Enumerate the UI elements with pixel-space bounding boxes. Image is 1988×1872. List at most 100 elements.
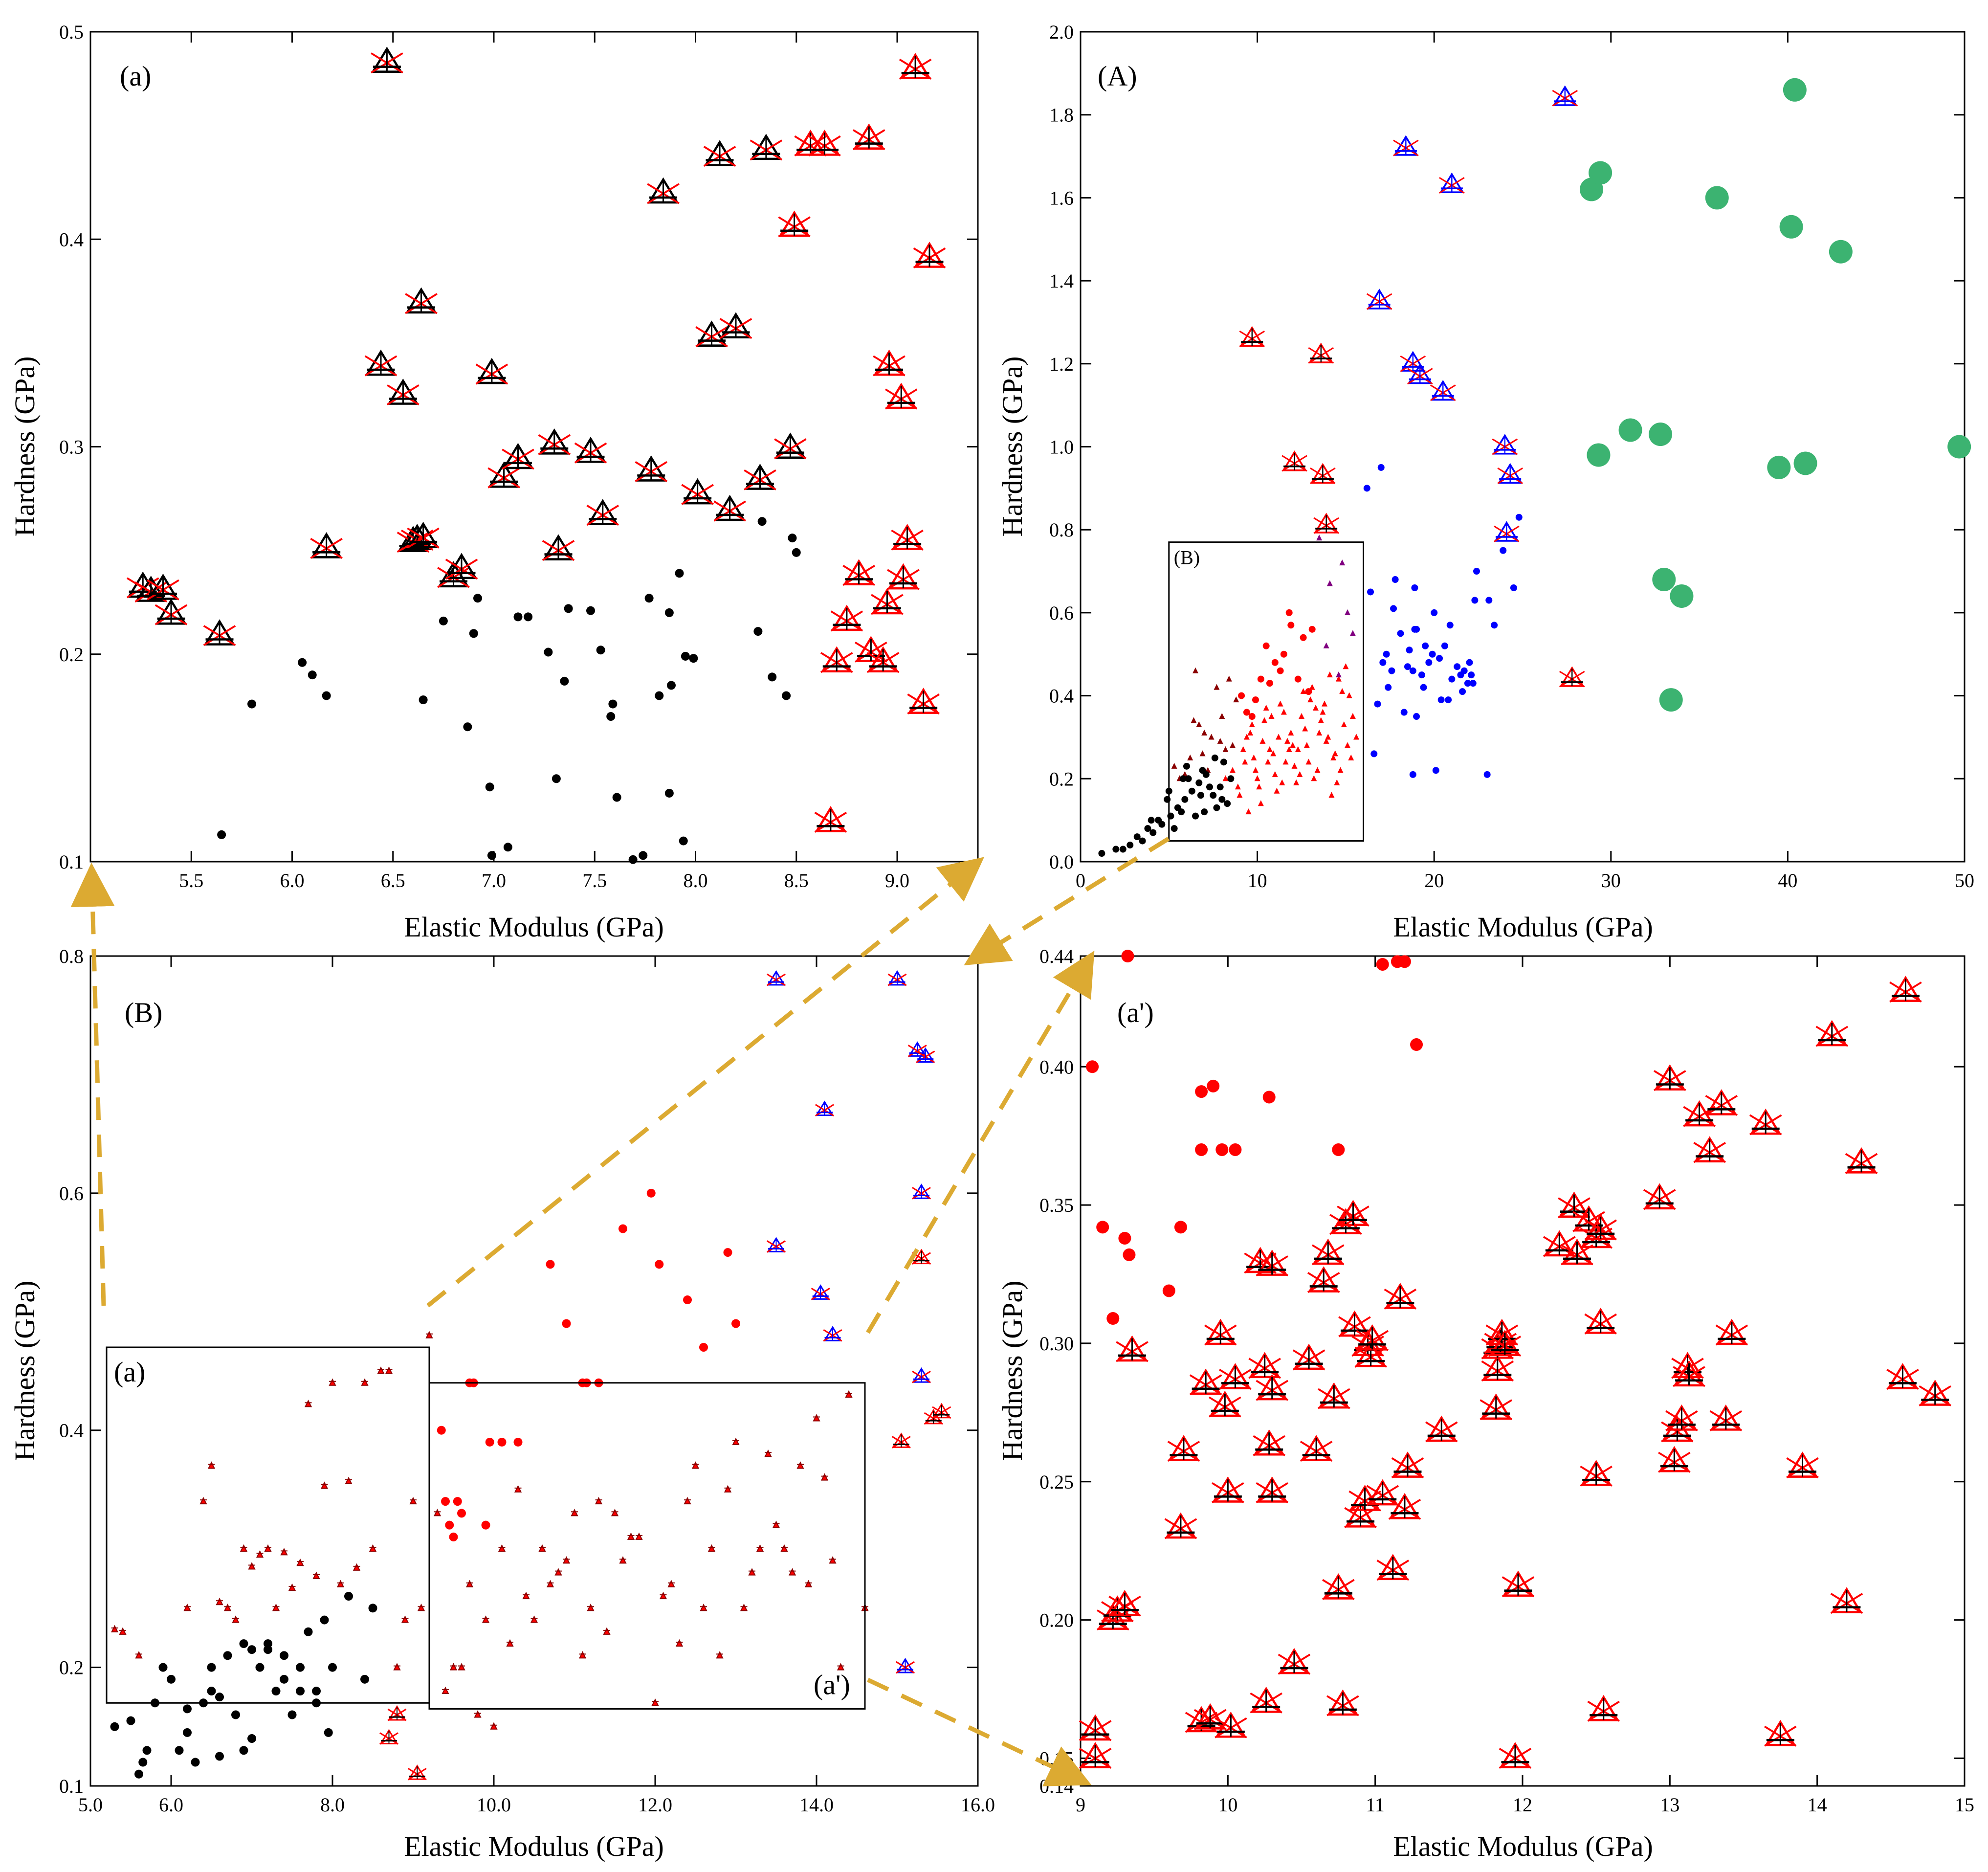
a-dots-point bbox=[788, 534, 797, 543]
a-prime-red-dots-point bbox=[1398, 955, 1411, 968]
A-red-triangles-small-point bbox=[1332, 750, 1338, 757]
a-prime-xtick-label: 14 bbox=[1808, 1794, 1827, 1816]
a-dots-point bbox=[612, 793, 621, 802]
a-red-x-only-point bbox=[884, 382, 918, 410]
B-black-dots-point bbox=[247, 1734, 256, 1743]
A-blue-dots-point bbox=[1466, 659, 1473, 666]
B-small-red-stars-point bbox=[804, 1580, 813, 1587]
A-red-triangles-small-point bbox=[1281, 709, 1287, 715]
panel-a-xlabel: Elastic Modulus (GPa) bbox=[404, 911, 664, 943]
a-prime-red-x-triangles-point bbox=[1250, 1687, 1282, 1714]
A-red-triangles-small-point bbox=[1243, 734, 1250, 740]
A-red-dots-small-point bbox=[1305, 688, 1312, 695]
a-prime-red-dots-point bbox=[1121, 950, 1134, 962]
a-prime-red-x-triangles-point bbox=[1480, 1393, 1513, 1421]
A-black-dots-small-point bbox=[1181, 796, 1189, 803]
a-prime-red-x-triangles-point bbox=[1693, 1136, 1726, 1163]
A-red-triangles-small-point bbox=[1229, 767, 1236, 773]
B-black-dots-point bbox=[231, 1710, 240, 1719]
a-prime-red-x-triangles-point bbox=[1764, 1719, 1797, 1747]
A-red-triangles-small-point bbox=[1288, 729, 1294, 735]
a-prime-red-x-triangles-point bbox=[1300, 1435, 1333, 1462]
A-blue-dots-point bbox=[1409, 771, 1416, 778]
A-green-circles-point bbox=[1779, 215, 1803, 239]
a-dots-point bbox=[667, 681, 676, 690]
B-red-dots-point bbox=[481, 1520, 490, 1530]
a-dots-point bbox=[664, 788, 674, 798]
a-triangles-point bbox=[635, 455, 668, 482]
A-series-purple-small bbox=[1316, 535, 1356, 678]
B-small-red-stars-point bbox=[135, 1651, 143, 1659]
a-prime-red-dots-point bbox=[1162, 1284, 1175, 1297]
a-xtick-label: 6.5 bbox=[381, 869, 405, 891]
a-prime-xtick-label: 10 bbox=[1218, 1794, 1237, 1816]
a-red-x-only-point bbox=[887, 563, 920, 590]
a-dots-point bbox=[524, 612, 533, 622]
B-black-dots-point bbox=[207, 1663, 216, 1672]
B-small-red-stars-point bbox=[578, 1651, 587, 1659]
a-prime-xtick-label: 9 bbox=[1076, 1794, 1085, 1816]
A-xtick-label: 10 bbox=[1248, 869, 1267, 891]
B-red-dots-point bbox=[453, 1497, 462, 1506]
a-triangles-point bbox=[744, 464, 776, 490]
panel-a-frame bbox=[89, 31, 979, 863]
A-red-triangles-small-point bbox=[1293, 779, 1300, 785]
a-dots-point bbox=[675, 569, 684, 578]
B-series-small-red-stars bbox=[110, 1331, 869, 1730]
B-small-red-stars-point bbox=[820, 1473, 829, 1481]
panel-a-prime-label: (a') bbox=[1117, 997, 1154, 1028]
A-red-dots-small-point bbox=[1262, 642, 1270, 649]
A-red-dots-small-point bbox=[1300, 634, 1307, 641]
A-black-dots-small-point bbox=[1220, 758, 1227, 766]
B-series-black-dots bbox=[110, 1592, 377, 1779]
A-red-triangles-small-point bbox=[1343, 663, 1349, 669]
A-blue-dots-point bbox=[1445, 696, 1452, 704]
A-blue-dots-point bbox=[1385, 684, 1392, 691]
a-triangles-point bbox=[134, 576, 168, 602]
A-blue-dots-point bbox=[1459, 688, 1466, 695]
a-xtick-label: 8.0 bbox=[684, 869, 708, 891]
B-small-red-stars-point bbox=[474, 1710, 482, 1718]
A-red-triangles-small-point bbox=[1256, 783, 1262, 790]
a-prime-red-x-triangles-point bbox=[1079, 1714, 1112, 1741]
B-small-red-stars-point bbox=[716, 1651, 724, 1659]
B-small-red-stars-point bbox=[207, 1461, 216, 1469]
A-red-dots-small-point bbox=[1257, 675, 1264, 683]
A-green-circles-point bbox=[1783, 78, 1807, 102]
a-ytick-label: 0.5 bbox=[59, 21, 84, 43]
a-series-red-x-only bbox=[778, 53, 946, 833]
a-dots-point bbox=[473, 594, 482, 603]
A-blue-dots-point bbox=[1485, 597, 1493, 604]
A-blue-dots-point bbox=[1420, 684, 1427, 691]
panel-B-inset-a-prime-box bbox=[428, 1382, 866, 1710]
A-blue-dots-point bbox=[1464, 680, 1471, 687]
a-dots-point bbox=[217, 830, 226, 839]
B-red-dots-point bbox=[562, 1319, 571, 1328]
B-small-red-stars-point bbox=[691, 1461, 700, 1469]
a-prime-red-x-triangles-point bbox=[1248, 1352, 1281, 1379]
B-series-blue-x-triangles bbox=[767, 970, 935, 1674]
a-triangles-point bbox=[750, 134, 783, 161]
B-black-dots-point bbox=[207, 1687, 216, 1696]
a-prime-red-x-triangles-point bbox=[1580, 1460, 1612, 1487]
connector-B-to-a-right bbox=[426, 857, 985, 1308]
A-red-x-triangles-point bbox=[1239, 326, 1265, 347]
B-red-x-triangles-point bbox=[912, 1248, 931, 1265]
A-red-triangles-small-point bbox=[1274, 787, 1280, 794]
B-black-dots-point bbox=[271, 1687, 281, 1696]
A-darkred-small-point bbox=[1201, 729, 1208, 735]
a-prime-red-x-triangles-point bbox=[1499, 1742, 1532, 1769]
A-ytick-label: 0.8 bbox=[1049, 519, 1074, 541]
A-blue-x-triangles-point bbox=[1400, 351, 1426, 372]
A-blue-dots-point bbox=[1448, 675, 1456, 683]
a-triangles-point bbox=[774, 432, 807, 460]
A-purple-small-point bbox=[1323, 642, 1329, 648]
a-dots-point bbox=[552, 774, 561, 783]
A-red-triangles-small-point bbox=[1303, 742, 1310, 748]
a-prime-red-x-triangles-point bbox=[1830, 1587, 1863, 1614]
A-black-dots-small-point bbox=[1218, 796, 1226, 803]
A-red-triangles-small-point bbox=[1353, 734, 1360, 740]
A-darkred-small-point bbox=[1196, 721, 1202, 727]
B-small-red-stars-point bbox=[619, 1556, 627, 1564]
